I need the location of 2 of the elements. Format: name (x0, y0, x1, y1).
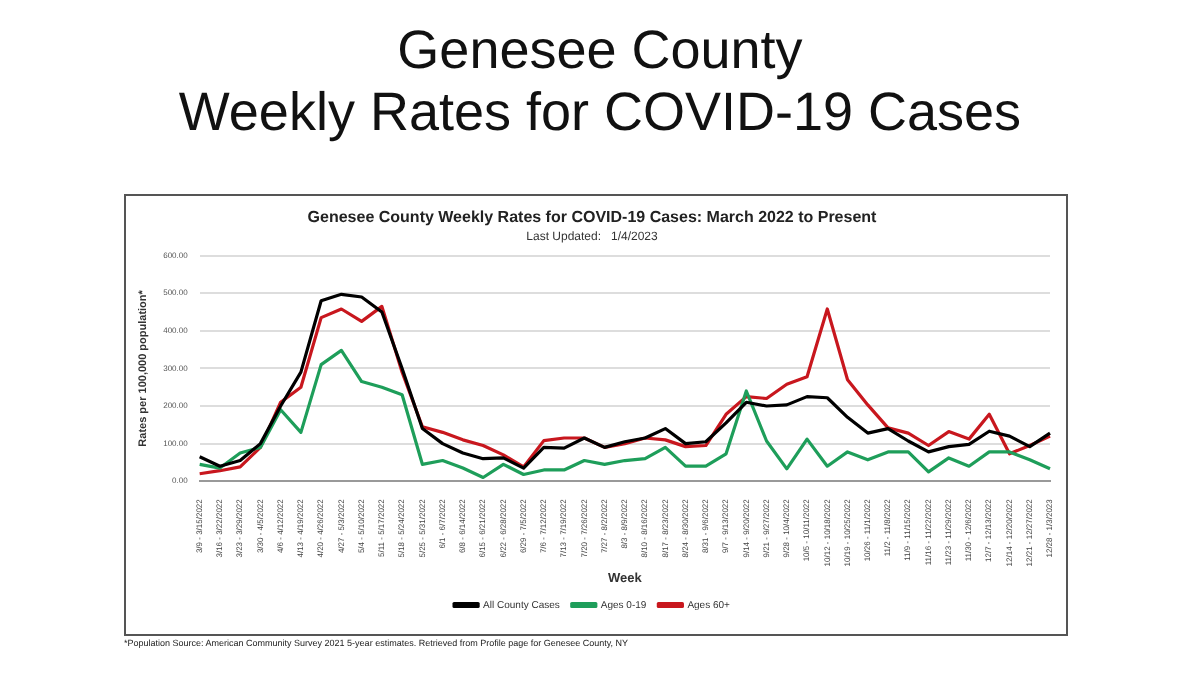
text: Genesee County Weekly Rates for COVID-19 Cases (176, 20, 1024, 144)
chart-title: Genesee County Weekly Rates for COVID-19 Cases: March 2022 to Present (307, 208, 878, 227)
